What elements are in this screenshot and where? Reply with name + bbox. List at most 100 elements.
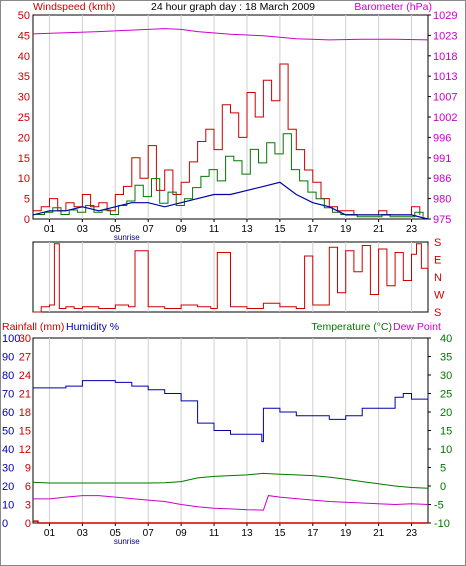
humidity-tick-label: 10 bbox=[2, 500, 14, 512]
wind-x-tick-label: 11 bbox=[209, 224, 220, 235]
windspeed-tick-label: 5 bbox=[24, 194, 30, 206]
rainfall-tick-label: 21 bbox=[19, 389, 31, 401]
temp-x-tick-label: 15 bbox=[274, 528, 286, 539]
rainfall-tick-label: 30 bbox=[19, 333, 31, 345]
humidity-tick-label: 90 bbox=[2, 352, 14, 364]
humidity-line bbox=[33, 380, 429, 443]
temperature-axis-label: Temperature (°C) bbox=[311, 321, 392, 333]
temp-x-tick-label: 13 bbox=[241, 528, 253, 539]
humidity-tick-label: 80 bbox=[2, 370, 14, 382]
dewpoint-axis-label: Dew Point bbox=[393, 321, 441, 333]
temp-x-tick-label: 05 bbox=[110, 528, 122, 539]
wind-x-tick-label: 23 bbox=[406, 224, 418, 235]
barometer-tick-label: 1007 bbox=[433, 92, 457, 104]
wind-x-tick-label: 17 bbox=[307, 224, 319, 235]
barometer-tick-label: 1023 bbox=[433, 30, 457, 42]
temperature-tick-label: 25 bbox=[440, 389, 452, 401]
windspeed-tick-label: 30 bbox=[18, 92, 30, 104]
direction-tick-label: E bbox=[434, 255, 441, 267]
temperature-tick-label: -10 bbox=[434, 518, 450, 530]
temperature-tick-label: 5 bbox=[440, 463, 446, 475]
rainfall-tick-label: 12 bbox=[19, 444, 31, 456]
barometer-tick-label: 1002 bbox=[433, 112, 457, 124]
windspeed-tick-label: 15 bbox=[18, 153, 30, 165]
windspeed-tick-label: 20 bbox=[18, 132, 30, 144]
windspeed-tick-label: 40 bbox=[18, 51, 30, 63]
barometer-tick-label: 1013 bbox=[433, 71, 457, 83]
wind-x-tick-label: 09 bbox=[176, 224, 188, 235]
wind-panel-frame bbox=[32, 14, 429, 220]
temp-x-tick-label: 23 bbox=[406, 528, 418, 539]
temp-x-tick-label: 01 bbox=[44, 528, 56, 539]
rainfall-tick-label: 15 bbox=[19, 426, 31, 438]
temperature-tick-label: 10 bbox=[440, 444, 452, 456]
temperature-tick-label: 15 bbox=[440, 426, 452, 438]
wind-x-tick-label: 03 bbox=[77, 224, 89, 235]
sunrise-label: sunrise bbox=[114, 537, 140, 546]
humidity-tick-label: 100 bbox=[2, 333, 20, 345]
direction-tick-label: N bbox=[434, 272, 442, 284]
wind-x-tick-label: 15 bbox=[274, 224, 286, 235]
humidity-tick-label: 30 bbox=[2, 463, 14, 475]
rainfall-axis-label: Rainfall (mm) bbox=[2, 321, 64, 333]
temp-x-tick-label: 09 bbox=[176, 528, 188, 539]
windspeed-gust-line bbox=[33, 63, 421, 216]
rainfall-tick-label: 9 bbox=[25, 463, 31, 475]
barometer-tick-label: 991 bbox=[433, 153, 451, 165]
temp-x-tick-label: 07 bbox=[143, 528, 155, 539]
humidity-tick-label: 0 bbox=[2, 518, 8, 530]
windspeed-green-line bbox=[36, 133, 424, 218]
chart-title: 24 hour graph day : 18 March 2009 bbox=[151, 1, 315, 13]
rainfall-tick-label: 6 bbox=[25, 481, 31, 493]
windspeed-tick-label: 45 bbox=[18, 30, 30, 42]
direction-tick-label: S bbox=[434, 237, 441, 249]
temperature-tick-label: -5 bbox=[434, 500, 444, 512]
temp-x-tick-label: 17 bbox=[307, 528, 319, 539]
temperature-tick-label: 0 bbox=[440, 481, 446, 493]
temp-x-tick-label: 19 bbox=[340, 528, 352, 539]
barometer-axis-label: Barometer (hPa) bbox=[354, 1, 432, 13]
barometer-line bbox=[32, 28, 429, 41]
barometer-tick-label: 1018 bbox=[433, 51, 457, 63]
direction-tick-label: S bbox=[434, 307, 441, 319]
rainfall-tick-label: 24 bbox=[19, 370, 31, 382]
wind-x-tick-label: 05 bbox=[110, 224, 122, 235]
temp-x-tick-label: 03 bbox=[77, 528, 89, 539]
temperature-tick-label: 35 bbox=[440, 352, 452, 364]
wind-x-tick-label: 19 bbox=[340, 224, 352, 235]
humidity-tick-label: 50 bbox=[2, 426, 14, 438]
wind-direction-line bbox=[33, 243, 429, 313]
humidity-tick-label: 40 bbox=[2, 444, 14, 456]
wind-x-tick-label: 13 bbox=[241, 224, 253, 235]
barometer-tick-label: 996 bbox=[433, 132, 451, 144]
windspeed-tick-label: 25 bbox=[18, 112, 30, 124]
wind-x-tick-label: 01 bbox=[44, 224, 56, 235]
barometer-tick-label: 980 bbox=[433, 194, 451, 206]
wind-x-tick-label: 07 bbox=[143, 224, 155, 235]
windspeed-tick-label: 50 bbox=[18, 10, 30, 22]
windspeed-tick-label: 0 bbox=[24, 214, 30, 226]
temperature-line bbox=[32, 472, 429, 489]
barometer-tick-label: 975 bbox=[433, 214, 451, 226]
rainfall-tick-label: 18 bbox=[19, 407, 31, 419]
temp-x-tick-label: 11 bbox=[209, 528, 220, 539]
rainfall-tick-label: 0 bbox=[25, 518, 31, 530]
rainfall-tick-label: 3 bbox=[25, 500, 31, 512]
barometer-tick-label: 1029 bbox=[433, 10, 457, 22]
barometer-tick-label: 986 bbox=[433, 173, 451, 185]
windspeed-average-line bbox=[32, 181, 429, 220]
wind-x-tick-label: 21 bbox=[373, 224, 385, 235]
rainfall-tick-label: 27 bbox=[19, 352, 31, 364]
humidity-tick-label: 60 bbox=[2, 407, 14, 419]
temperature-tick-label: 20 bbox=[440, 407, 452, 419]
humidity-axis-label: Humidity % bbox=[66, 321, 119, 333]
sunrise-label: sunrise bbox=[114, 233, 140, 242]
humidity-tick-label: 20 bbox=[2, 481, 14, 493]
rainfall-line bbox=[33, 520, 428, 524]
temperature-tick-label: 40 bbox=[440, 333, 452, 345]
windspeed-tick-label: 35 bbox=[18, 71, 30, 83]
windspeed-axis-label: Windspeed (kmh) bbox=[33, 1, 115, 13]
dewpoint-line bbox=[33, 495, 429, 511]
